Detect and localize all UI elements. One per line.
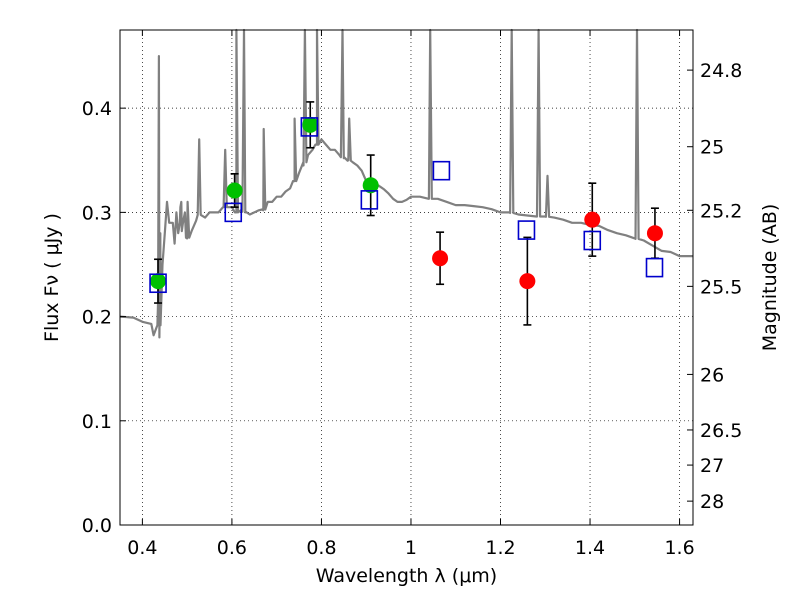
red-point bbox=[519, 273, 536, 290]
right-tick-label: 26 bbox=[700, 364, 724, 386]
x-tick-label: 0.8 bbox=[306, 537, 336, 559]
green-point bbox=[150, 273, 167, 290]
grid-lines bbox=[120, 30, 693, 526]
green-point bbox=[362, 177, 379, 194]
y-tick-label: 0.4 bbox=[82, 98, 112, 120]
x-tick-label: 1.2 bbox=[485, 537, 515, 559]
model-box-point bbox=[432, 160, 451, 181]
y-tick-label: 0.3 bbox=[82, 202, 112, 224]
red-point bbox=[584, 211, 601, 228]
x-tick-label: 0.6 bbox=[217, 537, 247, 559]
error-bars bbox=[154, 101, 659, 326]
x-tick-label: 1.6 bbox=[664, 537, 694, 559]
model-spectrum bbox=[119, 28, 693, 339]
axis-ticks bbox=[120, 30, 693, 526]
model-box-point bbox=[149, 273, 167, 294]
x-tick-label: 1 bbox=[405, 537, 417, 559]
model-box-point bbox=[224, 202, 243, 223]
x-axis-label: Wavelength λ (μm) bbox=[316, 565, 497, 587]
data-markers bbox=[149, 116, 664, 294]
y-tick-label: 0.1 bbox=[82, 411, 112, 433]
plot-frame bbox=[119, 29, 694, 526]
y-axis-label: Flux Fν ( μJy ) bbox=[41, 213, 63, 342]
right-tick-label: 25.2 bbox=[700, 200, 742, 222]
x-tick-label: 0.4 bbox=[127, 537, 157, 559]
right-tick-label: 27 bbox=[700, 455, 724, 477]
tick-labels: 0.4 0.6 0.8 1 1.2 1.4 1.6 0.0 0.1 0.2 0.3 0.4 24.8 25… bbox=[82, 60, 743, 559]
model-box-point bbox=[517, 220, 536, 240]
right-tick-label: 26.5 bbox=[700, 420, 742, 442]
red-point bbox=[646, 225, 663, 242]
right-tick-label: 25.5 bbox=[700, 276, 742, 298]
right-axis-label: Magnitude (AB) bbox=[759, 204, 781, 352]
right-tick-label: 24.8 bbox=[700, 60, 742, 82]
right-tick-label: 25 bbox=[700, 137, 724, 159]
model-box-point bbox=[583, 230, 602, 251]
sed-curve bbox=[119, 28, 693, 339]
green-point bbox=[302, 116, 319, 133]
right-tick-label: 28 bbox=[700, 491, 724, 513]
y-tick-label: 0.2 bbox=[82, 307, 112, 329]
model-box-point bbox=[645, 257, 664, 278]
red-point bbox=[432, 250, 449, 267]
model-box-point bbox=[360, 190, 379, 210]
green-point bbox=[226, 182, 243, 199]
x-tick-label: 1.4 bbox=[575, 537, 605, 559]
y-tick-label: 0.0 bbox=[82, 515, 112, 537]
model-box-point bbox=[300, 117, 319, 137]
